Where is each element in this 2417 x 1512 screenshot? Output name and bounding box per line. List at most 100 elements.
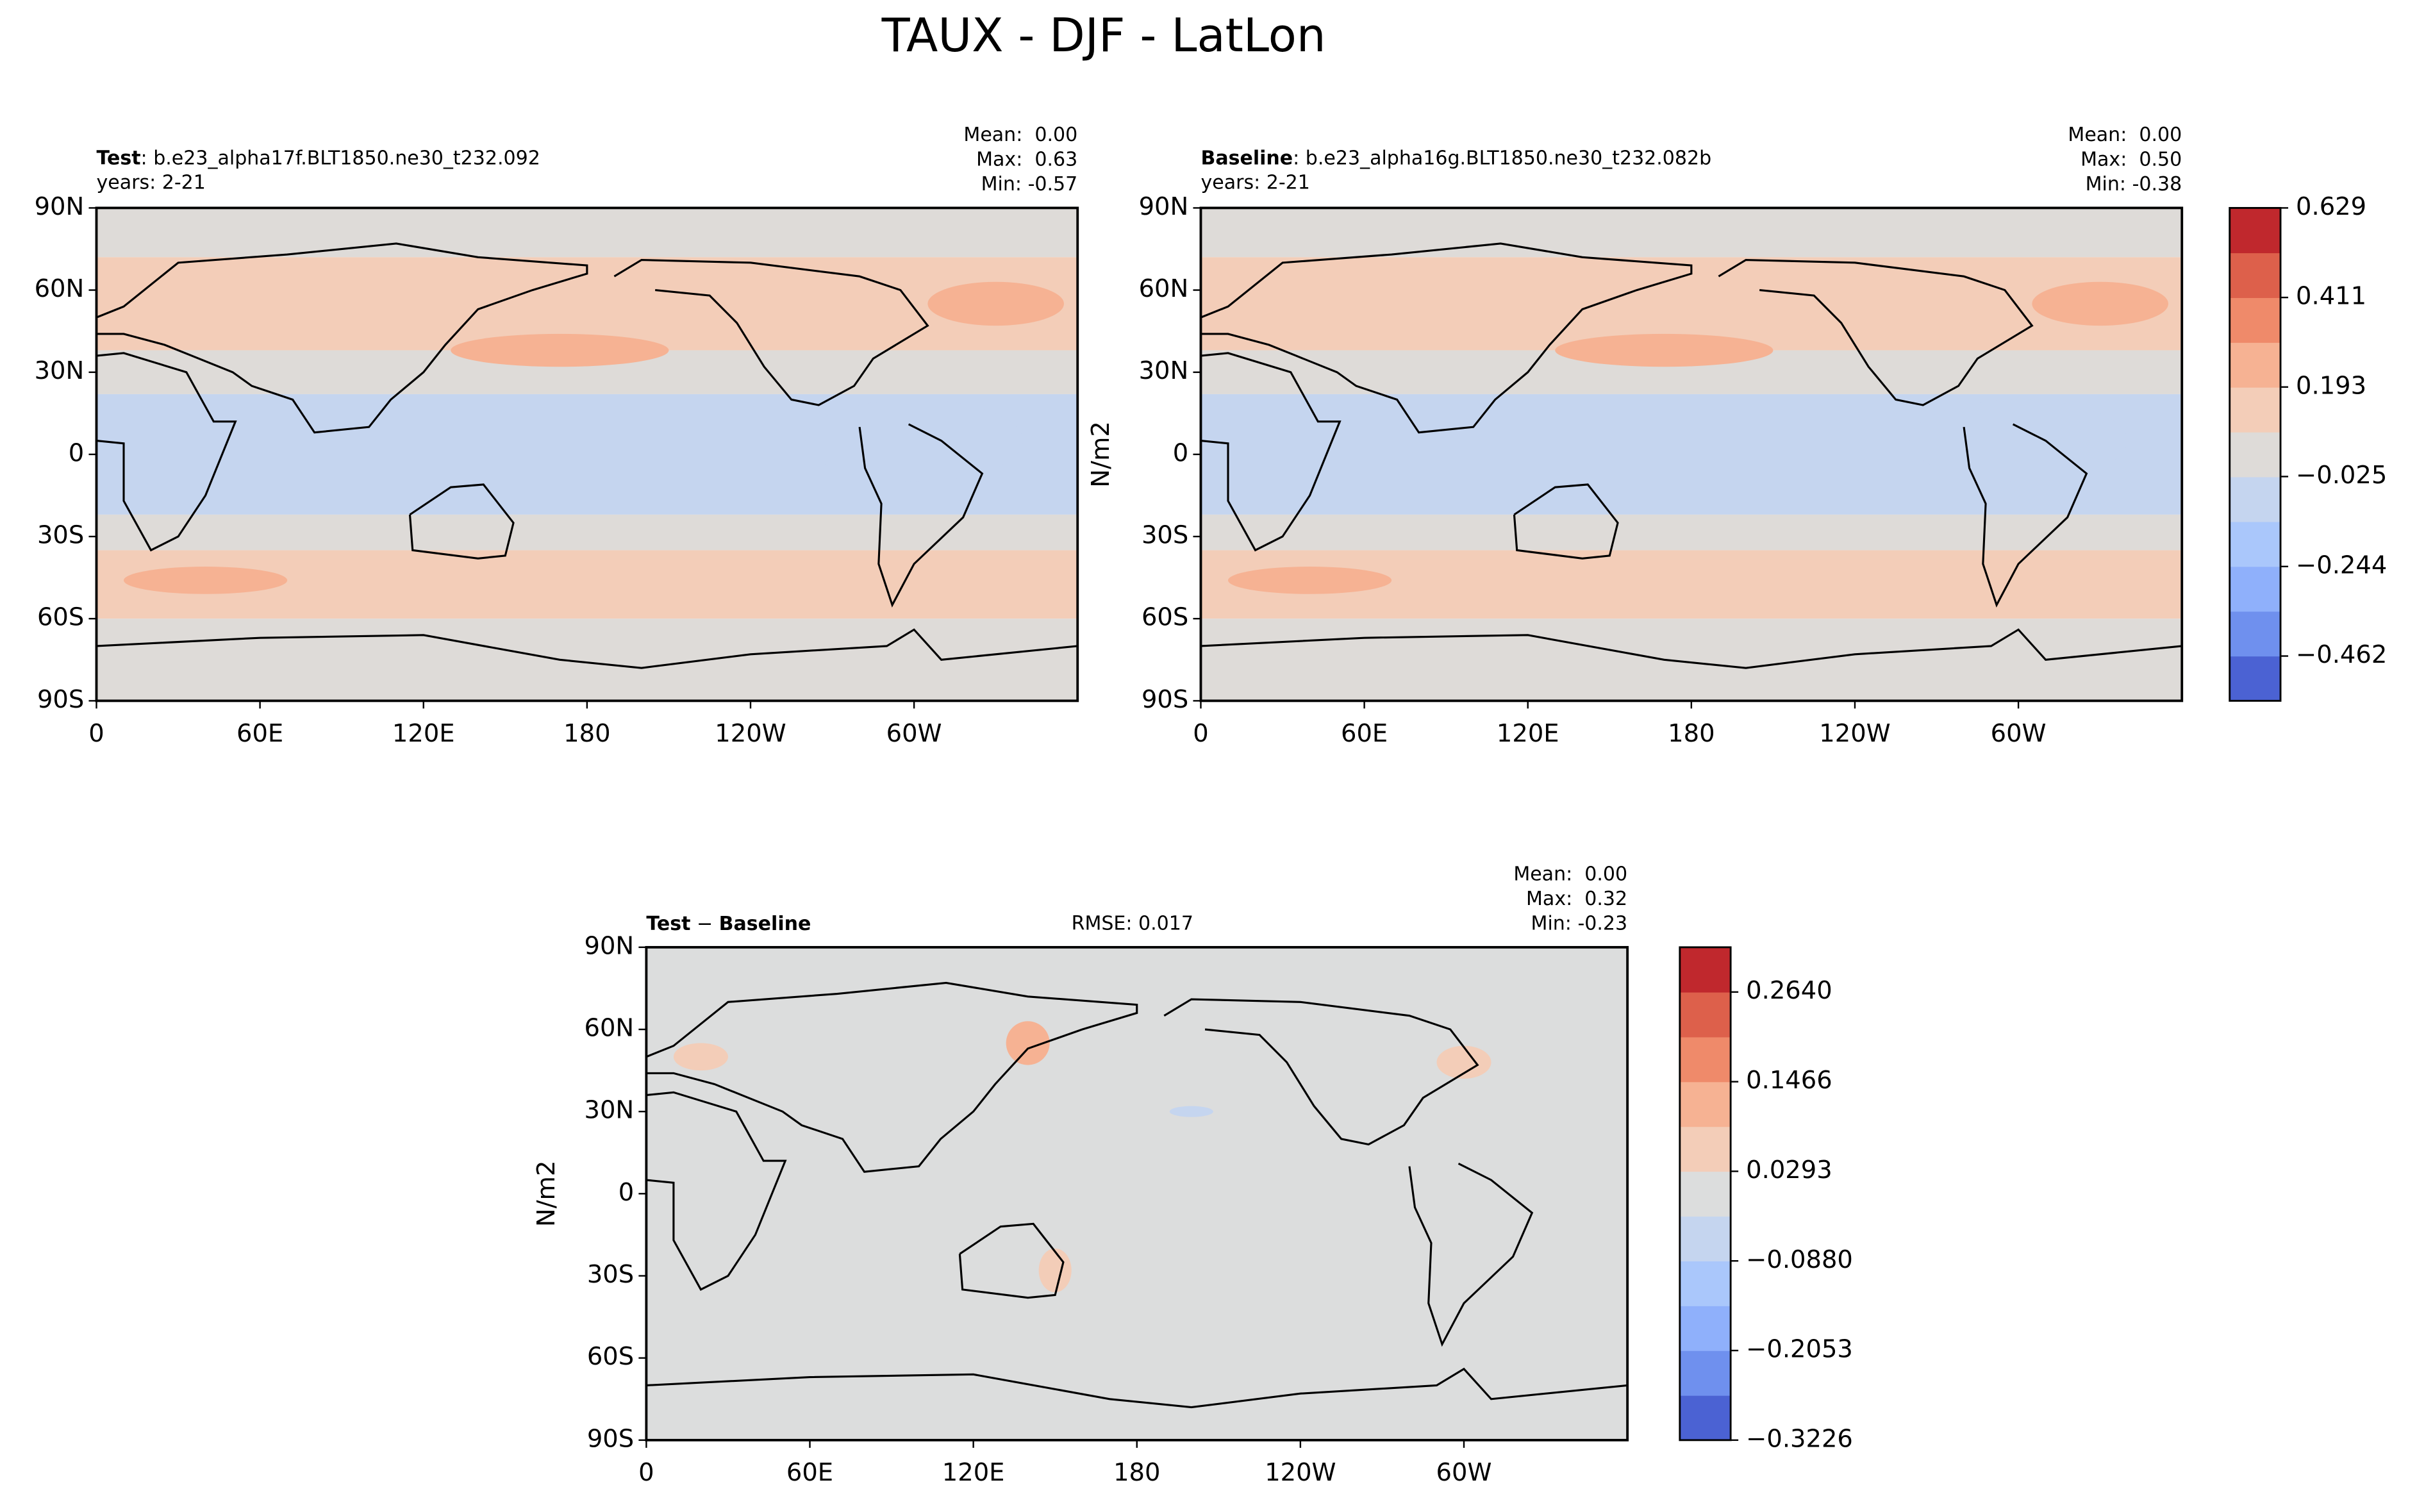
units-label: N/m2: [532, 1161, 561, 1227]
y-tick-label: 0: [619, 1178, 634, 1207]
x-tick-label: 0: [638, 1458, 654, 1487]
colorbar-segment: [1679, 1350, 1731, 1396]
field-blob: [451, 333, 669, 367]
y-tick-label: 0: [1173, 438, 1188, 467]
colorbar-tick-label: 0.193: [2296, 371, 2366, 400]
colorbar-segment: [1679, 1306, 1731, 1351]
x-tick-label: 60E: [786, 1458, 833, 1487]
panel-stat: Max: 0.63: [976, 148, 1077, 170]
x-tick-label: 120E: [1497, 719, 1559, 748]
panel-stat: Min: -0.23: [1531, 912, 1628, 935]
colorbar-tick-label: −0.3226: [1746, 1424, 1853, 1453]
heading-part: : b.e23_alpha17f.BLT1850.ne30_t232.092: [141, 147, 540, 169]
field-blob: [673, 1043, 728, 1071]
colorbar-tick-label: 0.629: [2296, 192, 2366, 221]
y-tick-label: 30S: [587, 1260, 634, 1289]
field-blob: [1006, 1021, 1050, 1065]
colorbar-frame: [2229, 206, 2282, 702]
panel-stat: Min: -0.38: [2086, 173, 2182, 195]
colorbar-segment: [1679, 1395, 1731, 1441]
x-tick-label: 120E: [942, 1458, 1005, 1487]
y-tick-label: 30S: [1142, 521, 1188, 550]
panel-heading: Test − Baseline: [646, 912, 811, 935]
coastline: [646, 1367, 1628, 1409]
y-tick-label: 60S: [587, 1342, 634, 1371]
colorbar-tick-label: −0.462: [2296, 640, 2387, 669]
coastline: [408, 483, 515, 560]
colorbar-segment: [2229, 476, 2281, 522]
colorbar-segment: [1679, 1081, 1731, 1127]
x-tick-label: 60W: [1991, 719, 2047, 748]
panel-stat: Mean: 0.00: [963, 124, 1077, 146]
x-tick-label: 180: [1113, 1458, 1160, 1487]
coastline: [1200, 242, 1693, 434]
panel-years: years: 2-21: [1200, 171, 1309, 194]
y-tick-label: 90N: [584, 931, 634, 960]
colorbar-segment: [1679, 1216, 1731, 1261]
y-tick-label: 90N: [35, 192, 85, 221]
field-band: [646, 947, 1628, 1440]
colorbar-segment: [2229, 253, 2281, 298]
panel-stat: Min: -0.57: [981, 173, 1078, 195]
field-blob: [1909, 399, 2128, 482]
panel-stat: Mean: 0.00: [1513, 863, 1627, 885]
y-tick-label: 60S: [1142, 603, 1188, 632]
coastline: [1200, 352, 1341, 552]
coastline: [613, 259, 929, 406]
coastline: [1963, 423, 2088, 608]
x-tick-label: 60E: [1341, 719, 1388, 748]
map-panel: 0 60E 120E 180 120W 60W 90N 60N 30N 0 30S 60S 90S Bas…: [1086, 124, 2184, 748]
y-tick-label: 30N: [1139, 356, 1189, 385]
coastline: [1513, 483, 1619, 560]
y-tick-label: 60N: [584, 1014, 634, 1043]
field: [1200, 208, 2182, 701]
colorbar-segment: [2229, 611, 2281, 657]
y-tick-label: 90S: [37, 685, 84, 714]
colorbar-segment: [1679, 947, 1731, 993]
x-tick-label: 120W: [1265, 1458, 1336, 1487]
colorbar-segment: [1679, 992, 1731, 1038]
field: [96, 208, 1078, 701]
field-blob: [2032, 281, 2168, 326]
colorbar-segment: [2229, 342, 2281, 388]
colorbar-frame: [1679, 946, 1732, 1441]
heading-part: −: [690, 912, 718, 935]
field-blob: [1228, 567, 1392, 594]
field-blob: [927, 281, 1064, 326]
panel-years: years: 2-21: [96, 171, 205, 194]
colorbar-tick-label: −0.244: [2296, 551, 2387, 579]
field-blob: [1169, 1106, 1213, 1117]
field-band: [96, 208, 1078, 258]
coastline: [1200, 628, 2182, 669]
colorbar-segment: [1679, 1171, 1731, 1217]
map-panel: 0 60E 120E 180 120W 60W 90N 60N 30N 0 30S 60S 90S Tes…: [35, 124, 1079, 748]
colorbar-segment: [2229, 208, 2281, 254]
coastline: [1718, 259, 2034, 406]
colorbar-segment: [1679, 1261, 1731, 1306]
field-band: [1200, 619, 2182, 701]
y-tick-label: 90S: [1142, 685, 1188, 714]
colorbar-segment: [2229, 566, 2281, 612]
heading-part: Test: [646, 912, 690, 935]
coastline: [958, 1222, 1065, 1299]
field-band: [96, 619, 1078, 701]
y-tick-label: 90S: [587, 1424, 634, 1453]
panel-stat: Max: 0.32: [1526, 888, 1627, 910]
x-tick-label: 120E: [392, 719, 455, 748]
colorbar-tick-label: −0.0880: [1746, 1245, 1853, 1274]
x-tick-label: 60W: [886, 719, 942, 748]
y-tick-label: 60N: [1139, 274, 1189, 303]
field-band: [96, 514, 1078, 551]
y-tick-label: 60N: [35, 274, 85, 303]
colorbar-segment: [1679, 1126, 1731, 1172]
field-band: [1200, 514, 2182, 551]
y-tick-label: 60S: [37, 603, 84, 632]
coastline: [646, 1091, 787, 1291]
colorbar-segment: [2229, 431, 2281, 478]
panel-stat: Max: 0.50: [2081, 148, 2182, 170]
panel-heading: Baseline: b.e23_alpha16g.BLT1850.ne30_t2…: [1200, 147, 1711, 169]
colorbar-segment: [1679, 1036, 1731, 1083]
panel-stat: Mean: 0.00: [2068, 124, 2182, 146]
